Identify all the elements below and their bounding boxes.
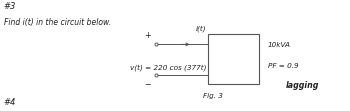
Text: #4: #4 <box>4 98 16 107</box>
Text: +: + <box>144 31 150 40</box>
Text: i(t): i(t) <box>196 26 206 32</box>
Text: Find i(t) in the circuit below.: Find i(t) in the circuit below. <box>4 18 111 27</box>
Text: −: − <box>144 80 150 89</box>
Text: PF = 0.9: PF = 0.9 <box>268 63 298 69</box>
Bar <box>208 34 259 84</box>
Text: lagging: lagging <box>285 81 318 90</box>
Text: 10kVA: 10kVA <box>268 42 291 48</box>
Text: #3: #3 <box>4 2 16 11</box>
Text: v(t) = 220 cos (377t): v(t) = 220 cos (377t) <box>130 64 206 71</box>
Text: Fig. 3: Fig. 3 <box>203 93 223 99</box>
